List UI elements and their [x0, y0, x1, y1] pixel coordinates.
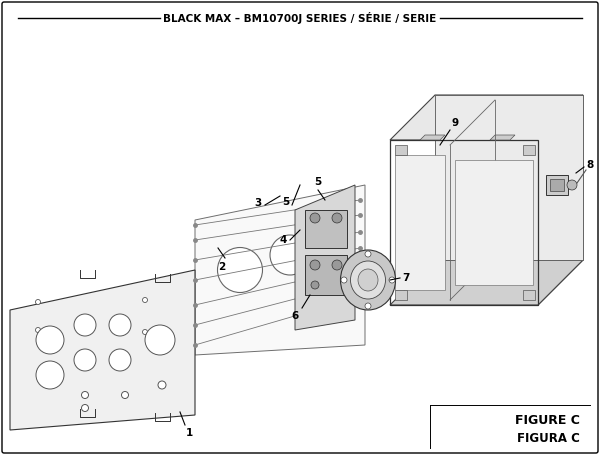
Ellipse shape	[74, 314, 96, 336]
Text: 5: 5	[282, 197, 289, 207]
Ellipse shape	[82, 391, 89, 399]
Ellipse shape	[567, 180, 577, 190]
Text: 2: 2	[218, 262, 226, 272]
Polygon shape	[490, 135, 515, 140]
Ellipse shape	[36, 326, 64, 354]
Bar	[523, 145, 535, 155]
Bar	[305, 255, 347, 295]
Text: BLACK MAX – BM10700J SERIES / SÉRIE / SERIE: BLACK MAX – BM10700J SERIES / SÉRIE / SE…	[163, 12, 437, 24]
Ellipse shape	[389, 277, 395, 283]
Text: 1: 1	[186, 428, 193, 438]
Polygon shape	[195, 185, 365, 355]
Polygon shape	[538, 95, 583, 305]
Text: 6: 6	[292, 311, 299, 321]
Text: 3: 3	[255, 198, 262, 208]
Text: 5: 5	[314, 177, 322, 187]
Bar	[395, 145, 407, 155]
Ellipse shape	[350, 261, 386, 299]
Ellipse shape	[332, 213, 342, 223]
Ellipse shape	[35, 299, 41, 304]
Ellipse shape	[341, 277, 347, 283]
Text: 8: 8	[586, 160, 593, 170]
Text: 9: 9	[452, 118, 459, 128]
Ellipse shape	[218, 248, 263, 293]
Bar	[546, 175, 568, 195]
Ellipse shape	[82, 404, 89, 411]
Text: 7: 7	[402, 273, 409, 283]
Ellipse shape	[365, 303, 371, 309]
Text: 4: 4	[280, 235, 287, 245]
Ellipse shape	[158, 381, 166, 389]
Bar	[395, 290, 407, 300]
Ellipse shape	[365, 251, 371, 257]
Ellipse shape	[74, 349, 96, 371]
Ellipse shape	[332, 260, 342, 270]
Polygon shape	[390, 260, 583, 305]
Ellipse shape	[145, 325, 175, 355]
Ellipse shape	[270, 235, 310, 275]
Ellipse shape	[121, 391, 128, 399]
Polygon shape	[295, 185, 355, 330]
Ellipse shape	[143, 298, 148, 303]
Bar	[435, 95, 583, 260]
Ellipse shape	[311, 281, 319, 289]
Ellipse shape	[35, 328, 41, 333]
Polygon shape	[420, 135, 445, 140]
Bar	[305, 210, 347, 248]
Bar	[455, 160, 533, 285]
Bar	[395, 155, 445, 290]
Bar	[390, 140, 538, 305]
Ellipse shape	[316, 221, 354, 259]
Ellipse shape	[310, 213, 320, 223]
Polygon shape	[390, 95, 583, 140]
Ellipse shape	[341, 250, 395, 310]
Ellipse shape	[310, 260, 320, 270]
Ellipse shape	[109, 349, 131, 371]
Ellipse shape	[358, 269, 378, 291]
Bar	[550, 179, 564, 191]
Text: FIGURE C: FIGURE C	[515, 414, 580, 426]
Ellipse shape	[143, 329, 148, 334]
Ellipse shape	[36, 361, 64, 389]
Polygon shape	[10, 270, 195, 430]
Text: FIGURA C: FIGURA C	[517, 431, 580, 445]
Bar	[523, 290, 535, 300]
Ellipse shape	[109, 314, 131, 336]
